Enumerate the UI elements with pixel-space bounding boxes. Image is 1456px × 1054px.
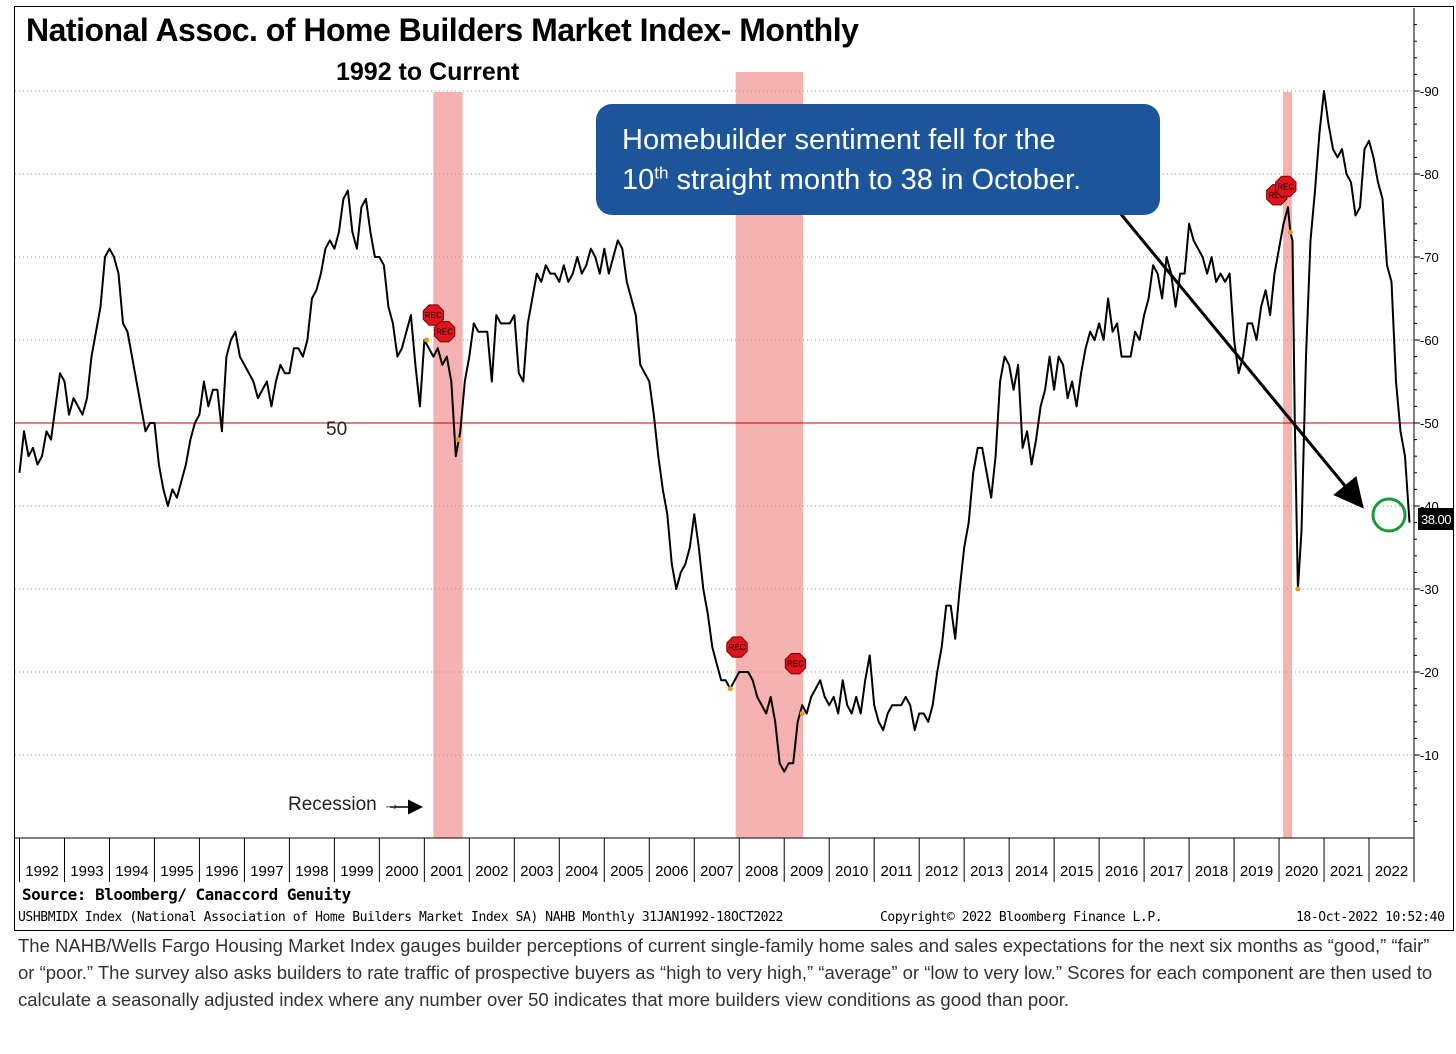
footer-ticker: USHBMIDX Index (National Association of … [18,910,783,925]
callout-line-1: Homebuilder sentiment fell for the [622,124,1056,156]
x-tick-label: 2012 [925,863,958,880]
y-tick-label: -50 [1420,416,1439,431]
recession-endpoint-dot [727,686,733,692]
rec-marker-label: REC [729,643,746,652]
rec-marker [433,321,456,343]
x-tick-label: 2020 [1285,863,1318,880]
x-axis: 1992 1993 1994 1995 1996 1997 1998 1999 2000 2001… [15,837,1415,882]
rec-marker [784,653,807,675]
y-tick-label: -70 [1420,250,1439,265]
rec-marker-label: REC [1277,182,1294,191]
x-tick-label: 2016 [1105,863,1138,880]
x-tick-label: 2004 [565,863,598,880]
callout-arrow [1118,212,1364,509]
recession-band [433,92,463,838]
recession-endpoint-dot [424,337,430,343]
x-tick-label: 1999 [340,863,373,880]
y-tick-label: -80 [1420,167,1439,182]
x-tick-label: 2015 [1060,863,1093,880]
x-tick-label: 2017 [1150,863,1183,880]
x-tick-label: 1994 [115,863,148,880]
recession-endpoint-dot [799,711,805,716]
y-tick-label: -20 [1420,665,1439,680]
x-tick-label: 2007 [700,863,733,880]
callout-line-2: 10th straight month to 38 in October. [622,160,1160,200]
x-tick-label: 2013 [970,863,1003,880]
callout-number: 10 [622,164,655,196]
x-tick-label: 1998 [295,863,328,880]
x-tick-label: 2006 [655,863,688,880]
x-tick-label: 2010 [835,863,868,880]
y-tick-label: -10 [1420,748,1439,763]
reference-label: 50 [326,419,348,440]
callout-ordinal: th [654,163,669,183]
x-tick-label: 2001 [430,863,463,880]
annotations [390,212,1407,815]
rec-marker [1275,175,1297,198]
x-tick-label: 2022 [1375,863,1408,880]
x-tick-label: 2018 [1195,863,1228,880]
rec-marker-label: REC [787,660,804,669]
endpoint-circle [1371,497,1407,533]
source-note: Source: Bloomberg/ Canaccord Genuity [22,885,351,904]
callout-rest: straight month to 38 in October. [668,164,1082,196]
x-tick-label: 1993 [70,863,103,880]
x-tick-label: 2005 [610,863,643,880]
series-path [18,90,1411,773]
y-axis: -10-20-30-40-50-60-70-80-90 [1413,8,1439,838]
x-tick-label: 1992 [25,863,58,880]
recession-endpoint-dot [1295,586,1301,592]
x-tick-label: 2014 [1015,863,1048,880]
x-tick-label: 2021 [1330,863,1363,880]
rec-marker-label: REC [425,311,442,320]
y-tick-label: -30 [1420,582,1439,597]
x-tick-label: 2009 [790,863,823,880]
description-text: The NAHB/Wells Fargo Housing Market Inde… [18,935,1433,1010]
footer-timestamp: 18-Oct-2022 10:52:40 [1296,910,1445,925]
chart-subtitle: 1992 to Current [336,58,520,86]
recession-endpoint-dot [455,437,461,443]
x-tick-label: 1997 [250,863,283,880]
recession-endpoint-dot [1287,229,1293,235]
recession-band [1283,92,1293,838]
rec-marker-label: REC [436,328,453,337]
chart-title: National Assoc. of Home Builders Market … [26,12,859,48]
x-tick-label: 2003 [520,863,553,880]
rec-marker [726,636,748,658]
callout-box: Homebuilder sentiment fell for the 10th … [596,104,1160,215]
footer-copyright: Copyright© 2022 Bloomberg Finance L.P. [880,910,1163,925]
rec-marker-label: REC [1268,191,1285,200]
y-tick-label: -90 [1420,84,1439,99]
x-tick-label: 1996 [205,863,238,880]
x-tick-label: 2011 [881,863,913,880]
y-tick-label: -60 [1420,333,1439,348]
series-line [18,90,1411,773]
x-tick-label: 2000 [385,863,418,880]
x-tick-label: 2019 [1240,863,1273,880]
last-value-tag: 38.00 [1418,508,1454,530]
rec-marker [422,304,444,326]
x-tick-label: 1995 [160,863,193,880]
x-tick-label: 2002 [475,863,508,880]
x-tick-label: 2008 [745,863,778,880]
recession-label: Recession → [288,794,401,815]
